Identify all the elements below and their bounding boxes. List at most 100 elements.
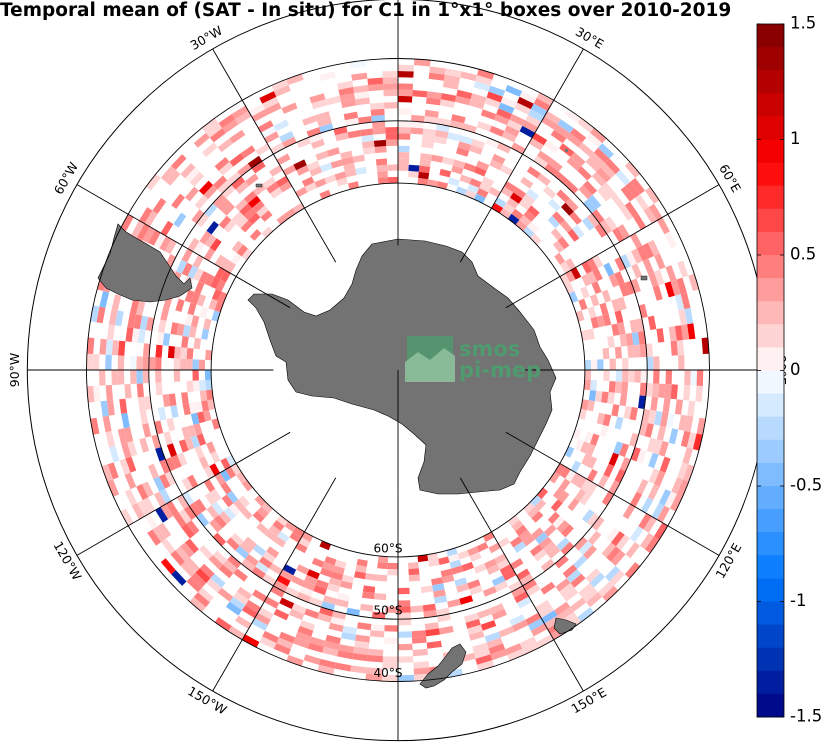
data-cell [561, 202, 574, 216]
data-cell [559, 478, 571, 491]
latitude-label: 60°S [374, 541, 403, 555]
data-cell [467, 546, 480, 557]
data-cell [686, 432, 697, 449]
data-cell [468, 630, 485, 641]
colorbar-step [757, 624, 784, 649]
data-cell [653, 410, 663, 426]
data-cell [509, 614, 526, 627]
data-cell [398, 656, 414, 663]
data-cell [248, 212, 261, 225]
data-cell [229, 153, 245, 167]
data-cell [137, 329, 146, 344]
data-cell [519, 573, 534, 586]
data-cell [211, 501, 224, 516]
data-cell [490, 649, 508, 661]
data-cell [654, 470, 666, 487]
data-cell [131, 328, 140, 343]
data-cell [476, 187, 489, 198]
data-cell [235, 111, 252, 125]
data-cell [187, 237, 200, 252]
data-cell [426, 640, 442, 649]
data-cell [131, 502, 145, 520]
data-cell [511, 142, 526, 155]
data-cell [139, 315, 149, 330]
data-cell [148, 229, 161, 246]
data-cell [448, 177, 460, 187]
data-cell [630, 491, 643, 508]
antarctica-landmass [247, 238, 557, 495]
data-cell [164, 239, 177, 254]
data-cell [398, 158, 410, 165]
data-cell [619, 333, 628, 347]
data-cell [235, 615, 252, 629]
data-cell [531, 527, 544, 540]
data-cell [648, 452, 659, 469]
data-cell [398, 151, 410, 159]
data-cell [214, 617, 232, 632]
data-cell [670, 340, 678, 356]
data-cell [573, 555, 588, 570]
data-cell [537, 173, 551, 186]
data-cell [418, 171, 430, 180]
data-cell [117, 428, 128, 445]
data-cell [186, 358, 193, 370]
data-cell [510, 558, 524, 570]
data-cell [205, 379, 213, 391]
data-cell [614, 271, 625, 286]
data-cell [214, 472, 226, 486]
data-cell [171, 570, 187, 586]
data-cell [206, 221, 219, 235]
data-cell [569, 211, 582, 225]
data-cell [674, 399, 683, 415]
data-cell [628, 370, 635, 383]
data-cell [690, 370, 697, 386]
data-cell [585, 568, 601, 583]
data-cell [349, 60, 367, 69]
data-cell [695, 385, 703, 402]
data-cell [212, 193, 227, 208]
colorbar-step [757, 693, 784, 718]
data-cell [471, 138, 486, 149]
data-cell [688, 273, 699, 291]
data-cell [530, 495, 542, 507]
data-cell [251, 161, 266, 174]
data-cell [436, 123, 450, 133]
data-cell [678, 414, 688, 431]
data-cell [286, 73, 304, 85]
data-cell [522, 534, 536, 547]
data-cell [682, 447, 693, 465]
data-cell [578, 540, 593, 555]
data-cell [645, 186, 660, 204]
data-cell [648, 271, 659, 288]
data-cell [326, 583, 340, 593]
data-cell [413, 667, 430, 675]
data-cell [658, 489, 672, 506]
data-cell [279, 131, 295, 143]
data-cell [173, 212, 187, 228]
data-cell [469, 585, 483, 596]
data-cell [107, 462, 119, 480]
data-cell [617, 322, 626, 335]
data-cell [125, 456, 137, 473]
data-cell [196, 512, 210, 527]
meridian-label: 120°E [712, 540, 744, 581]
data-cell [142, 226, 156, 243]
meridian-label: 90°W [7, 353, 22, 388]
data-cell [215, 279, 226, 292]
data-cell [315, 111, 331, 122]
data-cell [148, 357, 156, 370]
data-cell [568, 291, 579, 303]
data-cell [476, 608, 492, 619]
data-cell [611, 323, 620, 336]
data-cell [252, 589, 268, 602]
data-cell [208, 555, 223, 570]
colorbar: 1.5 1 0.5 0 -0.5 -1 -1.5 [756, 14, 822, 726]
data-cell [597, 474, 609, 489]
data-cell [410, 121, 424, 129]
data-cell [516, 568, 531, 581]
data-cell [519, 91, 537, 104]
data-cell [578, 298, 588, 311]
data-cell [681, 324, 690, 340]
data-cell [258, 556, 273, 569]
data-cell [124, 472, 137, 490]
